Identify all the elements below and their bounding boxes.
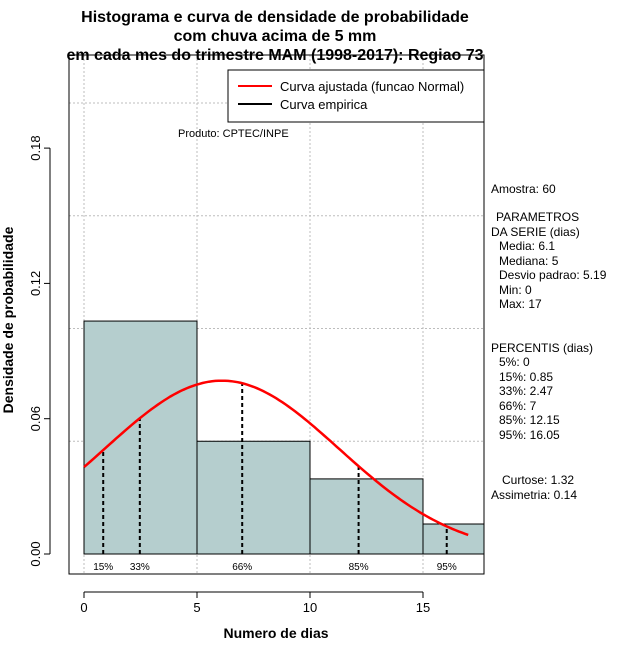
sample-size: Amostra: 60: [491, 182, 556, 196]
axes: 0 5 10 15 0.00 0.06 0.12 0.18: [28, 135, 430, 615]
y-tick-label: 0.00: [28, 541, 43, 566]
percentil-85: 85%: 12.15: [499, 413, 560, 427]
product-note: Produto: CPTEC/INPE: [178, 128, 289, 140]
x-tick-label: 0: [80, 600, 87, 615]
y-axis-label: Densidade de probabilidade: [0, 226, 16, 413]
percentil-5: 5%: 0: [499, 355, 530, 369]
percentile-lines: 15% 33% 66% 85% 95%: [93, 383, 457, 573]
y-tick-label: 0.06: [28, 406, 43, 431]
x-tick-label: 5: [193, 600, 200, 615]
chart-title-line-1: Histograma e curva de densidade de proba…: [81, 9, 469, 26]
legend: Curva ajustada (funcao Normal) Curva emp…: [227, 69, 485, 123]
percentil-15: 15%: 0.85: [499, 370, 553, 384]
param-max: Max: 17: [499, 297, 542, 311]
histogram-bar: [309, 478, 424, 555]
percentile-label-85: 85%: [349, 562, 369, 573]
legend-label-fitted: Curva ajustada (funcao Normal): [280, 79, 464, 94]
percentis-header: PERCENTIS (dias): [491, 341, 593, 355]
params-header-2: DA SERIE (dias): [491, 225, 580, 239]
percentil-33: 33%: 2.47: [499, 384, 553, 398]
histogram-bar: [83, 320, 198, 555]
assimetria: Assimetria: 0.14: [491, 488, 577, 502]
param-mediana: Mediana: 5: [499, 254, 559, 268]
percentil-66: 66%: 7: [499, 399, 537, 413]
y-tick-label: 0.18: [28, 135, 43, 160]
plot-frame: [68, 54, 485, 575]
curtose: Curtose: 1.32: [502, 473, 574, 487]
param-desvio: Desvio padrao: 5.19: [499, 268, 607, 282]
x-tick-label: 15: [416, 600, 430, 615]
legend-label-empirical: Curva empirica: [280, 97, 368, 112]
params-header-1: PARAMETROS: [496, 210, 579, 224]
chart-title-line-3: em cada mes do trimestre MAM (1998-2017)…: [66, 47, 483, 64]
param-min: Min: 0: [499, 283, 532, 297]
percentile-label-15: 15%: [93, 562, 113, 573]
x-axis-label: Numero de dias: [223, 625, 328, 641]
percentile-label-33: 33%: [130, 562, 150, 573]
histogram-bar: [196, 440, 311, 555]
percentile-label-66: 66%: [232, 562, 252, 573]
histogram-bars: [83, 320, 485, 555]
normal-fit-curve: [83, 379, 469, 537]
chart-title-line-2: com chuva acima de 5 mm: [174, 28, 377, 45]
x-tick-label: 10: [303, 600, 317, 615]
y-tick-label: 0.12: [28, 271, 43, 296]
density-curve: [83, 379, 469, 537]
param-media: Media: 6.1: [499, 239, 555, 253]
percentil-95: 95%: 16.05: [499, 428, 560, 442]
legend-box: [227, 69, 485, 123]
percentile-label-95: 95%: [437, 562, 457, 573]
stats-panel: Amostra: 60 PARAMETROS DA SERIE (dias) M…: [491, 182, 607, 502]
